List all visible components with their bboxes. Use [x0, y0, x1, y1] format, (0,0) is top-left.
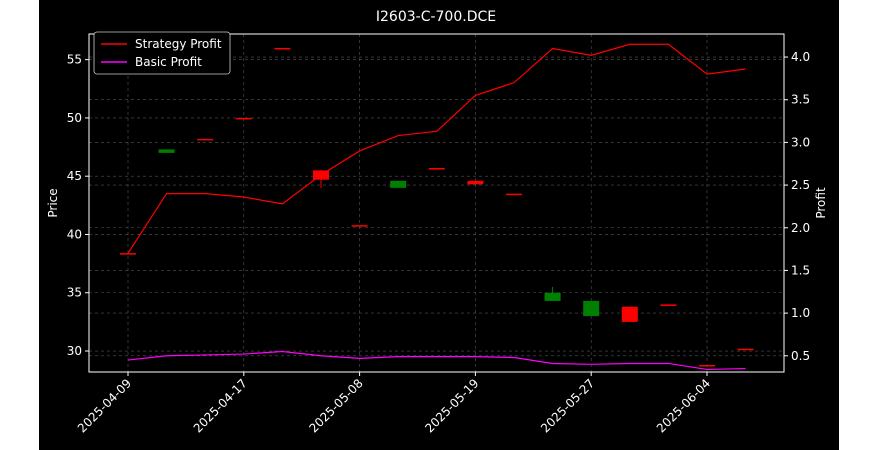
legend: Strategy Profit Basic Profit	[93, 31, 231, 75]
right-axis-label: Profit	[814, 187, 828, 219]
chart-title: I2603-C-700.DCE	[376, 9, 496, 25]
basic-profit-line	[127, 350, 746, 371]
candle-body	[467, 180, 484, 185]
x-tick-label: 2025-05-27	[538, 376, 597, 435]
plot-frame	[88, 33, 785, 373]
left-tick-label: 50	[67, 111, 82, 125]
candle-body	[274, 47, 291, 50]
candle-body	[583, 300, 600, 317]
profit-lines	[127, 43, 746, 371]
right-tick-label: 0.5	[791, 349, 810, 363]
candle-body	[390, 180, 407, 188]
left-tick-label: 45	[67, 169, 82, 183]
left-tick-label: 30	[67, 344, 82, 358]
candle-body	[737, 348, 754, 351]
x-tick-label: 2025-05-19	[422, 376, 481, 435]
candle-body	[351, 225, 368, 227]
legend-basic-label: Basic Profit	[135, 55, 202, 69]
candle-body	[660, 304, 677, 306]
candle-body	[428, 168, 445, 170]
strategy-profit-line	[127, 43, 746, 254]
left-tick-label: 55	[67, 53, 82, 67]
x-tick-label: 2025-04-09	[75, 376, 134, 435]
candle-body	[235, 117, 252, 120]
legend-box	[93, 31, 231, 75]
left-tick-label: 35	[67, 286, 82, 300]
right-tick-label: 3.0	[791, 135, 810, 149]
right-tick-label: 2.5	[791, 178, 810, 192]
right-tick-label: 4.0	[791, 50, 810, 64]
candle-body	[506, 193, 522, 196]
legend-strategy-label: Strategy Profit	[135, 37, 222, 51]
right-tick-label: 1.0	[791, 306, 810, 320]
x-tick-label: 2025-05-08	[307, 376, 366, 435]
left-axis: 30 35 40 45 50 55	[67, 53, 89, 358]
left-axis-label: Price	[46, 188, 60, 217]
right-tick-label: 3.5	[791, 93, 810, 107]
candle-body	[197, 138, 214, 141]
candles	[120, 47, 754, 367]
x-tick-label: 2025-04-17	[191, 376, 250, 435]
chart-canvas: I2603-C-700.DCE 30 35 40 45 50 55 0.5 1.0 1.5 2.…	[46, 9, 828, 435]
x-tick-label: 2025-06-04	[654, 376, 713, 435]
right-axis: 0.5 1.0 1.5 2.0 2.5 3.0 3.5 4.0	[784, 50, 810, 363]
candle-body	[699, 365, 715, 367]
x-axis: 2025-04-09 2025-04-17 2025-05-08 2025-05-19…	[75, 372, 713, 435]
right-tick-label: 1.5	[791, 263, 810, 277]
candle-body	[158, 149, 175, 153]
figure: I2603-C-700.DCE 30 35 40 45 50 55 0.5 1.0 1.5 2.…	[39, 0, 839, 450]
grid	[89, 34, 784, 372]
candle-body	[120, 253, 136, 255]
candle-body	[544, 292, 561, 301]
left-tick-label: 40	[67, 227, 82, 241]
right-tick-label: 2.0	[791, 221, 810, 235]
candle-body	[621, 306, 638, 322]
